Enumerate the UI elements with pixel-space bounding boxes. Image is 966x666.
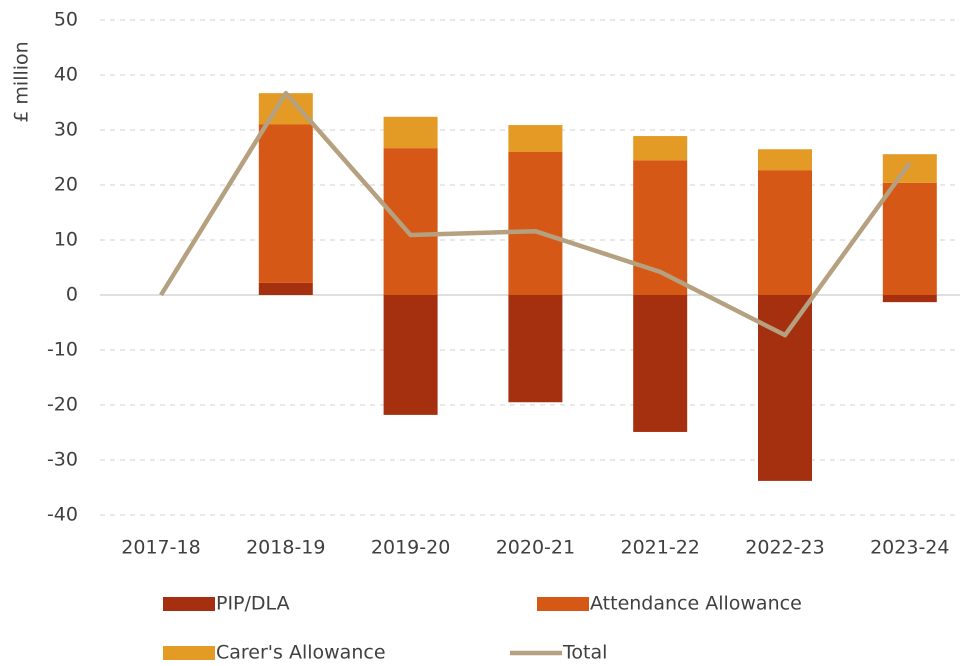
x-tick-label: 2019-20 [371,537,450,559]
legend-label: Carer's Allowance [216,642,386,664]
bar [508,125,563,152]
y-tick-label: -40 [47,504,78,526]
bar [882,295,937,303]
bar [882,182,937,295]
legend-label: Total [562,642,607,664]
line [159,90,912,338]
bar [633,160,688,295]
bar [258,282,313,295]
y-tick-label: 30 [54,119,78,141]
x-tick-label: 2022-23 [745,537,824,559]
x-tick-label: 2018-19 [246,537,325,559]
legend-label: Attendance Allowance [590,593,802,615]
legend-label: PIP/DLA [216,593,290,615]
y-tick-label: -30 [47,449,78,471]
bar [258,124,313,283]
y-tick-label: 20 [54,174,78,196]
y-axis-label: £ million [11,41,33,122]
x-tick-label: 2023-24 [870,537,949,559]
bar [758,149,812,171]
y-tick-label: 0 [66,284,78,306]
bar [508,295,563,403]
legend-swatch [537,597,589,611]
y-tick-label: -10 [47,339,78,361]
bar [633,295,688,432]
bar [383,295,438,415]
bar [758,295,812,481]
x-tick-label: 2017-18 [121,537,200,559]
y-tick-label: 40 [54,64,78,86]
y-tick-label: -20 [47,394,78,416]
bar [383,116,438,149]
bar [633,136,688,161]
x-tick-label: 2020-21 [496,537,575,559]
y-tick-label: 10 [54,229,78,251]
x-tick-label: 2021-22 [621,537,700,559]
legend-swatch [163,646,215,660]
bar [383,148,438,295]
bar [882,154,937,183]
bar [758,170,812,295]
bar [508,152,563,295]
legend-swatch [163,597,215,611]
y-tick-label: 50 [54,9,78,31]
